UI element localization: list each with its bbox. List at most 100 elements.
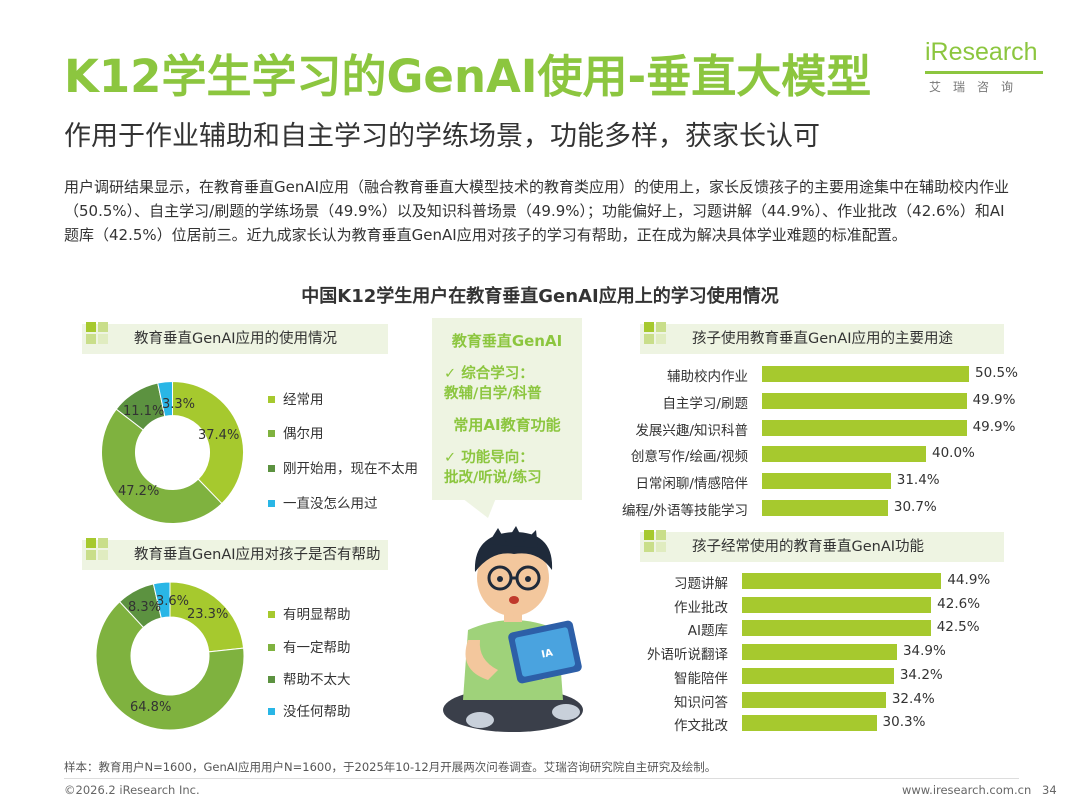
bar-category-label: 辅助校内作业: [667, 369, 748, 385]
helpfulness-donut-chart: [95, 581, 245, 731]
pie-slice-0: [172, 380, 244, 505]
legend-item: 有明显帮助: [268, 603, 351, 623]
bar-category-label: 日常闲聊/情感陪伴: [635, 476, 748, 493]
bar-value-label: 31.4%: [896, 472, 940, 489]
tablet: IA: [508, 620, 582, 684]
deco-square: [98, 550, 108, 560]
bar: [762, 392, 967, 409]
legend-swatch: [268, 675, 275, 683]
bar-value-label: 50.5%: [975, 365, 1018, 381]
chart-main-title: 中国K12学生用户在教育垂直GenAI应用上的学习使用情况: [301, 286, 779, 307]
legend-label: 一直没怎么用过: [283, 496, 378, 512]
deco-square: [656, 322, 666, 332]
center-line-3: ✓ 功能导向：: [444, 450, 534, 466]
legend-swatch: [268, 643, 275, 651]
bar-category-label: 作文批改: [674, 718, 728, 735]
bar-category-label: 智能陪伴: [674, 670, 728, 687]
iresearch-logo: iResearch 艾瑞咨询: [925, 38, 1055, 98]
bar-category-label: 发展兴趣/知识科普: [635, 422, 748, 439]
student-illustration: IA: [443, 526, 583, 732]
center-head-2: 常用AI教育功能: [453, 416, 561, 434]
center-line-2: 教辅/自学/科普: [444, 386, 542, 402]
pie2-label-1: 64.8%: [130, 700, 172, 715]
intro-paragraph: 用户调研结果显示，在教育垂直GenAI应用（融合教育垂直大模型技术的教育类应用）…: [64, 178, 1010, 244]
bar: [742, 691, 886, 708]
center-summary-box: 教育垂直GenAI ✓ 综合学习： 教辅/自学/科普 常用AI教育功能 ✓ 功能…: [432, 318, 582, 500]
deco-square: [644, 542, 654, 552]
pie1-label-0: 37.4%: [198, 428, 240, 443]
center-line-1: ✓ 综合学习：: [444, 366, 534, 382]
legend-swatch: [268, 610, 275, 618]
bar: [762, 366, 970, 382]
legend-swatch: [268, 395, 275, 403]
pie1-label-1: 47.2%: [118, 484, 160, 499]
bar-value-label: 34.9%: [902, 643, 946, 660]
tablet-text: IA: [540, 647, 554, 660]
panel-head-functions: 孩子经常使用的教育垂直GenAI功能: [640, 532, 1004, 562]
legend-swatch: [268, 707, 275, 715]
deco-square: [98, 538, 108, 548]
deco-square: [98, 322, 108, 332]
legend-item: 没任何帮助: [268, 700, 351, 720]
legend-item: 刚开始用，现在不太用: [268, 457, 418, 477]
bar: [762, 419, 967, 436]
legend-swatch: [268, 499, 275, 507]
bar-value-label: 40.0%: [932, 445, 975, 462]
legend-label: 没任何帮助: [283, 704, 351, 720]
bar-value-label: 49.9%: [972, 418, 1016, 435]
deco-square: [644, 322, 654, 332]
bar: [742, 620, 931, 637]
deco-square: [656, 530, 666, 540]
panel-head-usage-label: 教育垂直GenAI应用的使用情况: [134, 331, 338, 347]
deco-square: [86, 334, 96, 344]
legend-item: 一直没怎么用过: [268, 492, 378, 512]
pie-slice-3: [157, 380, 173, 417]
deco-square: [644, 334, 654, 344]
bar-category-label: 作业批改: [674, 599, 728, 616]
logo-subtext: 艾瑞咨询: [929, 80, 1026, 94]
center-line-4: 批改/听说/练习: [444, 470, 542, 486]
deco-square: [98, 334, 108, 344]
footer-website: www.iresearch.com.cn: [902, 783, 1032, 797]
bar: [762, 473, 891, 490]
panel-head-usage: 教育垂直GenAI应用的使用情况: [82, 324, 388, 354]
legend-label: 有一定帮助: [283, 640, 351, 656]
bar-category-label: 知识问答: [674, 694, 728, 711]
footer-copyright: ©2026.2 iResearch Inc.: [64, 783, 200, 797]
legend-label: 有明显帮助: [283, 607, 351, 623]
deco-square: [86, 538, 96, 548]
deco-square: [86, 550, 96, 560]
bar-value-label: 42.6%: [937, 595, 981, 612]
bar: [742, 715, 877, 732]
deco-square: [656, 334, 666, 344]
pie-slice-1: [101, 408, 223, 524]
footer-page-number: 34: [1042, 783, 1057, 797]
legend-swatch: [268, 429, 275, 437]
footer-divider: [64, 778, 1019, 779]
bar-category-label: 创意写作/绘画/视频: [630, 449, 748, 466]
pie-slice-1: [95, 601, 245, 731]
legend-item: 帮助不太大: [268, 668, 351, 688]
footnote: 样本：教育用户N=1600，GenAI应用用户N=1600，于2025年10-1…: [64, 760, 717, 774]
bar-category-label: 习题讲解: [674, 576, 728, 592]
panel-head-helpfulness-label: 教育垂直GenAI应用对孩子是否有帮助: [134, 547, 381, 563]
deco-square: [656, 542, 666, 552]
deco-square: [86, 322, 96, 332]
legend-item: 经常用: [268, 388, 324, 408]
pie-slice-3: [152, 581, 171, 619]
center-head-1: 教育垂直GenAI: [451, 332, 563, 350]
logo-text: iResearch: [925, 38, 1038, 66]
bar-value-label: 42.5%: [936, 619, 980, 636]
speech-pointer: [462, 498, 496, 518]
page-title: K12学生学习的GenAI使用-垂直大模型: [64, 50, 872, 103]
panel-head-purposes: 孩子使用教育垂直GenAI应用的主要用途: [640, 324, 1004, 354]
bar-value-label: 32.4%: [891, 690, 935, 707]
deco-square: [644, 530, 654, 540]
bar: [762, 446, 926, 463]
bar-category-label: AI题库: [687, 623, 728, 640]
pie2-label-0: 23.3%: [187, 607, 229, 622]
pie-slice-0: [169, 581, 245, 653]
bar-category-label: 自主学习/刷题: [662, 395, 748, 412]
usage-donut-chart: [101, 380, 244, 524]
bar-value-label: 49.9%: [972, 391, 1016, 408]
